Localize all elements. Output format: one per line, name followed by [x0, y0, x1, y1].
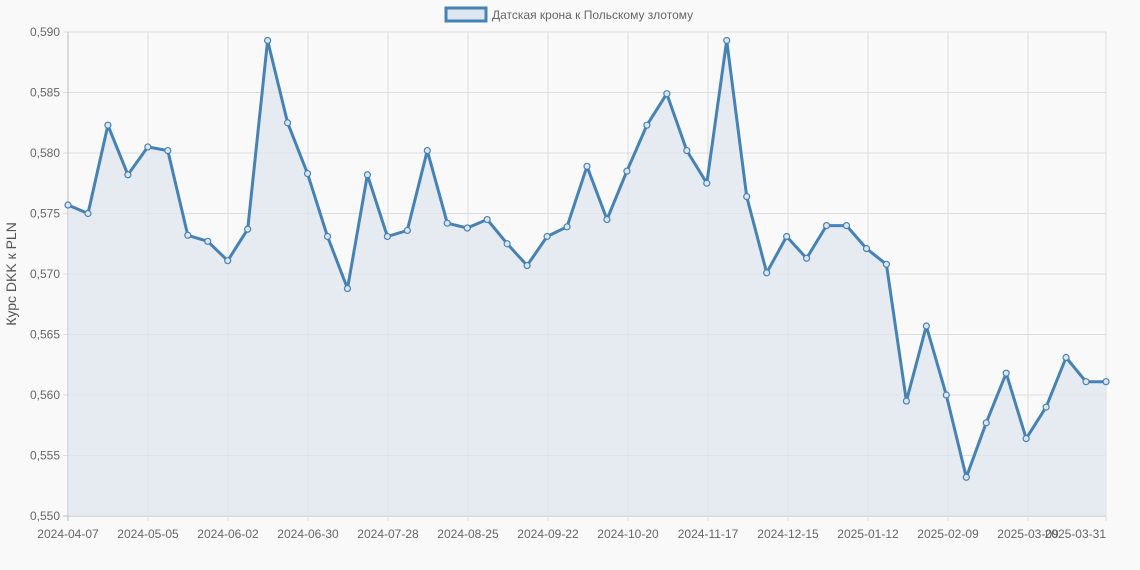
data-point[interactable] — [1022, 434, 1030, 443]
data-point[interactable] — [523, 261, 531, 270]
y-tick-label: 0,555 — [30, 449, 60, 463]
data-point[interactable] — [683, 146, 691, 155]
y-tick-label: 0,570 — [30, 267, 60, 281]
legend-label: Датская крона к Польскому злотому — [492, 8, 693, 22]
y-tick-label: 0,580 — [30, 146, 60, 160]
data-point[interactable] — [303, 169, 312, 178]
data-point[interactable] — [643, 121, 651, 129]
y-axis-title: Курс DKK к PLN — [3, 222, 19, 326]
data-point[interactable] — [1082, 378, 1090, 386]
data-point[interactable] — [104, 121, 112, 129]
data-point[interactable] — [603, 215, 611, 224]
data-point[interactable] — [264, 36, 272, 45]
data-point[interactable] — [942, 391, 950, 399]
x-tick-label: 2024-05-05 — [117, 527, 179, 541]
x-tick-label: 2024-10-20 — [597, 527, 659, 541]
data-point[interactable] — [723, 36, 731, 45]
x-axis-ticks: 2024-04-07 2024-05-05 2024-06-02 2024-06-30… — [37, 527, 1106, 541]
data-point[interactable] — [244, 225, 252, 233]
data-point[interactable] — [663, 90, 671, 98]
data-point[interactable] — [363, 171, 372, 179]
data-point[interactable] — [403, 226, 411, 235]
y-axis-ticks: 0,550 0,555 0,560 0,565 0,570 0,575 0,580 0,585… — [30, 25, 60, 523]
area-fill — [68, 40, 1106, 516]
data-point[interactable] — [703, 179, 711, 187]
x-tick-label: 2024-12-15 — [757, 527, 819, 541]
x-tick-label: 2024-07-28 — [357, 527, 419, 541]
x-tick-label: 2024-09-22 — [517, 527, 579, 541]
data-point[interactable] — [563, 223, 571, 231]
data-point[interactable] — [64, 201, 72, 209]
y-tick-label: 0,560 — [30, 388, 60, 402]
data-point[interactable] — [862, 244, 871, 253]
data-point[interactable] — [124, 171, 132, 179]
y-tick-label: 0,585 — [30, 86, 60, 100]
x-tick-label: 2025-03-09 — [997, 527, 1059, 541]
x-tick-label: 2025-02-09 — [917, 527, 979, 541]
data-point[interactable] — [323, 232, 332, 241]
x-tick-label: 2025-03-31 — [1045, 527, 1107, 541]
data-point[interactable] — [783, 232, 791, 241]
data-point[interactable] — [763, 269, 771, 277]
data-point[interactable] — [822, 222, 831, 230]
data-point[interactable] — [623, 167, 631, 175]
data-point[interactable] — [144, 143, 152, 151]
legend[interactable]: Датская крона к Польскому злотому — [444, 6, 693, 23]
data-point[interactable] — [184, 231, 192, 239]
data-point[interactable] — [842, 222, 851, 230]
data-point[interactable] — [503, 240, 511, 248]
y-tick-label: 0,565 — [30, 328, 60, 342]
data-point[interactable] — [583, 162, 591, 170]
data-point[interactable] — [982, 419, 990, 427]
data-point[interactable] — [543, 232, 551, 241]
data-point[interactable] — [962, 473, 970, 481]
data-point[interactable] — [882, 260, 891, 268]
y-tick-label: 0,575 — [30, 207, 60, 221]
data-point[interactable] — [1102, 378, 1110, 386]
data-point[interactable] — [383, 232, 391, 241]
data-point[interactable] — [743, 192, 751, 201]
data-point[interactable] — [164, 146, 172, 155]
data-point[interactable] — [922, 322, 930, 330]
data-point[interactable] — [443, 219, 451, 227]
x-tick-label: 2024-08-25 — [437, 527, 499, 541]
x-tick-label: 2024-06-02 — [197, 527, 259, 541]
data-point[interactable] — [1002, 369, 1010, 377]
data-point[interactable] — [1062, 353, 1070, 362]
y-tick-label: 0,590 — [30, 25, 60, 39]
x-tick-label: 2024-04-07 — [37, 527, 99, 541]
data-point[interactable] — [902, 397, 910, 405]
data-point[interactable] — [283, 119, 292, 127]
data-point[interactable] — [84, 209, 92, 218]
x-tick-label: 2025-01-12 — [837, 527, 899, 541]
data-point[interactable] — [423, 146, 431, 155]
data-points[interactable] — [64, 36, 1110, 481]
data-point[interactable] — [483, 215, 491, 224]
data-point[interactable] — [224, 257, 232, 265]
data-point[interactable] — [463, 224, 471, 232]
data-point[interactable] — [343, 284, 352, 293]
x-tick-label: 2024-11-17 — [678, 527, 739, 541]
data-point[interactable] — [1042, 403, 1050, 411]
x-tick-label: 2024-06-30 — [277, 527, 339, 541]
legend-swatch — [444, 6, 488, 23]
y-tick-label: 0,550 — [30, 509, 60, 523]
data-point[interactable] — [204, 237, 212, 245]
data-point[interactable] — [802, 254, 811, 262]
